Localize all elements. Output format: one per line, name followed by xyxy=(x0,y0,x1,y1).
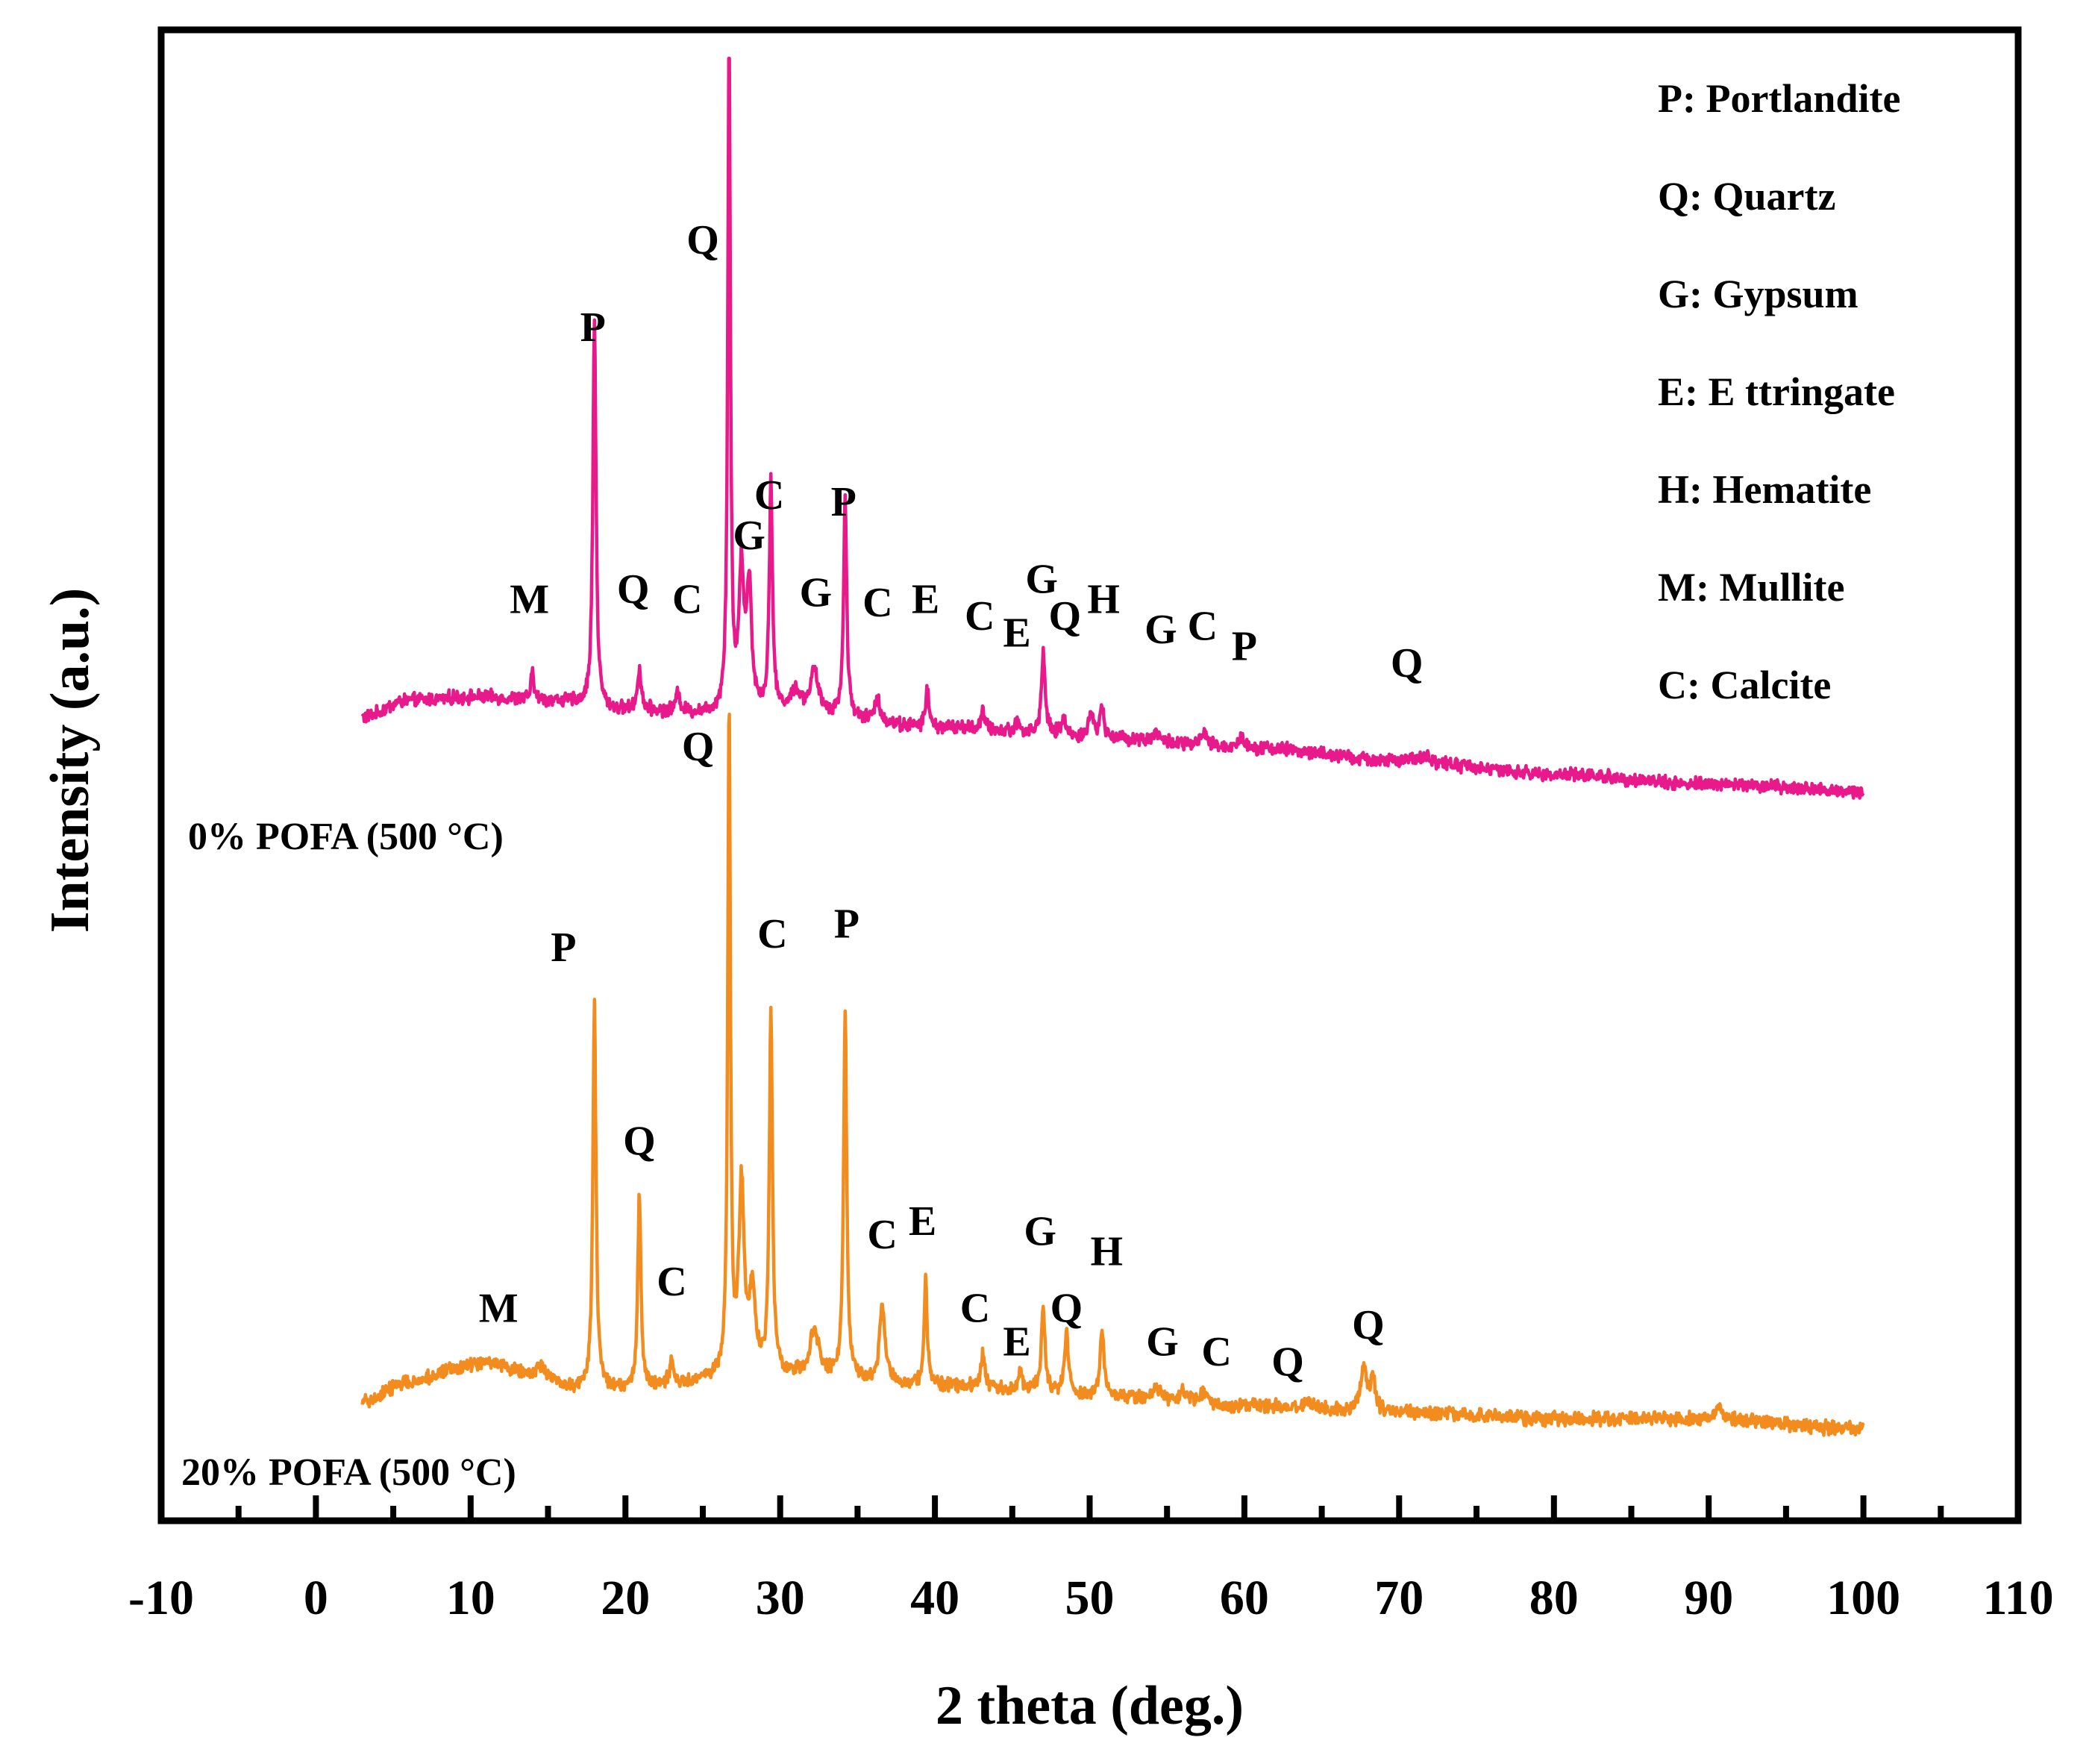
peak-label-1-16: Q xyxy=(1271,1339,1304,1385)
series-labels-layer: 0% POFA (500 °C) 20% POFA (500 °C) xyxy=(181,816,516,1494)
x-tick-label-12: 110 xyxy=(1982,1571,2053,1625)
peak-label-0-16: G xyxy=(1144,607,1177,653)
x-tick-label-6: 50 xyxy=(1065,1571,1115,1625)
peak-label-0-2: Q xyxy=(617,566,650,613)
peak-label-0-7: P xyxy=(831,479,857,525)
peak-label-1-2: Q xyxy=(623,1119,656,1165)
peak-label-1-1: P xyxy=(551,925,576,971)
legend-item-5: M: Mullite xyxy=(1658,565,1844,610)
peak-label-1-17: Q xyxy=(1352,1302,1385,1348)
peak-label-1-15: C xyxy=(1201,1329,1231,1375)
peak-label-0-1: P xyxy=(580,304,606,351)
peak-label-1-12: Q xyxy=(1050,1286,1083,1332)
legend: P: Portlandite Q: Quartz G: Gypsum E: E ttr… xyxy=(1658,76,1900,707)
peak-label-0-0: M xyxy=(510,577,549,623)
peak-label-1-8: E xyxy=(909,1198,936,1245)
peak-label-0-6: G xyxy=(733,513,765,559)
legend-item-2: G: Gypsum xyxy=(1658,272,1858,316)
peak-label-1-14: G xyxy=(1146,1319,1179,1365)
peak-label-0-14: Q xyxy=(1049,593,1082,639)
y-axis-title: Intensity (a.u.) xyxy=(40,588,101,933)
peak-label-1-6: P xyxy=(834,901,859,947)
peak-label-1-3: C xyxy=(657,1259,686,1305)
series-label-0: 0% POFA (500 °C) xyxy=(188,816,504,858)
peak-label-0-18: P xyxy=(1232,624,1257,670)
peak-label-1-13: H xyxy=(1091,1229,1124,1275)
peak-label-0-15: H xyxy=(1087,577,1120,623)
series-label-1: 20% POFA (500 °C) xyxy=(181,1451,516,1494)
peak-label-0-5: C xyxy=(754,472,784,519)
x-tick-label-8: 70 xyxy=(1374,1571,1424,1625)
x-tick-label-3: 20 xyxy=(601,1571,650,1625)
peak-label-1-0: M xyxy=(479,1286,519,1332)
x-tick-label-2: 10 xyxy=(446,1571,495,1625)
peak-label-0-3: C xyxy=(672,577,702,623)
traces-layer xyxy=(360,56,1865,1437)
legend-item-3: E: E ttringate xyxy=(1658,369,1895,414)
x-tick-label-5: 40 xyxy=(910,1571,959,1625)
peak-label-0-10: E xyxy=(912,577,939,623)
peak-label-1-11: G xyxy=(1024,1209,1056,1255)
legend-item-6: C: Calcite xyxy=(1658,663,1831,707)
peak-label-0-4: Q xyxy=(686,217,719,263)
peak-label-1-10: E xyxy=(1003,1319,1030,1365)
x-tick-label-0: -10 xyxy=(128,1571,194,1625)
x-axis: -10 0 10 20 30 40 50 60 70 80 90 100 110 xyxy=(128,1495,2054,1625)
legend-item-1: Q: Quartz xyxy=(1658,174,1835,219)
peak-label-0-11: C xyxy=(965,593,995,639)
x-tick-label-10: 90 xyxy=(1684,1571,1733,1625)
peak-label-0-17: C xyxy=(1188,604,1218,650)
peak-label-1-9: C xyxy=(960,1286,990,1332)
x-tick-label-9: 80 xyxy=(1529,1571,1579,1625)
series-line-0 xyxy=(360,56,1865,800)
x-tick-label-11: 100 xyxy=(1826,1571,1900,1625)
series-line-1 xyxy=(360,713,1865,1437)
x-tick-label-4: 30 xyxy=(756,1571,805,1625)
x-axis-title: 2 theta (deg.) xyxy=(936,1675,1244,1736)
peak-label-1-4: Q xyxy=(682,724,715,770)
peak-label-0-9: C xyxy=(862,580,892,626)
peak-label-0-12: E xyxy=(1003,610,1030,657)
x-tick-label-1: 0 xyxy=(304,1571,328,1625)
x-tick-label-7: 60 xyxy=(1220,1571,1269,1625)
peak-label-1-7: C xyxy=(867,1212,897,1258)
peak-label-1-5: C xyxy=(757,911,787,957)
peak-label-0-19: Q xyxy=(1391,640,1424,686)
peak-label-0-8: G xyxy=(800,570,833,616)
peak-label-0-13: G xyxy=(1025,557,1058,603)
legend-item-0: P: Portlandite xyxy=(1658,76,1900,121)
legend-item-4: H: Hematite xyxy=(1658,467,1871,512)
